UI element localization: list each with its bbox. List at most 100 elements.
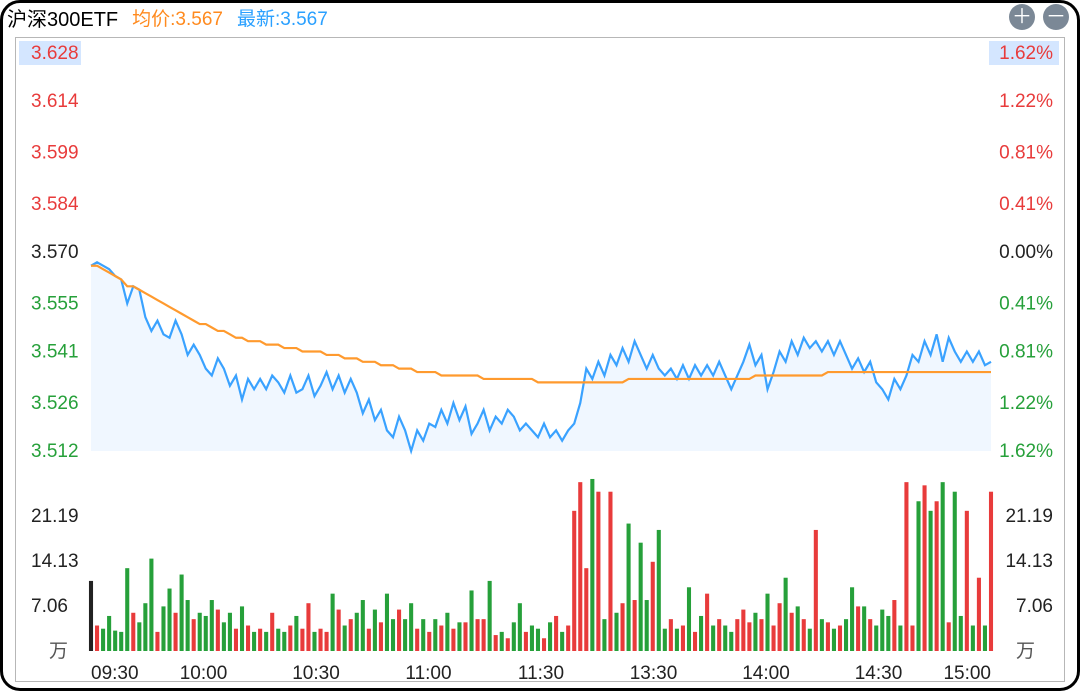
volume-bar bbox=[608, 492, 612, 651]
volume-unit-right: 万 bbox=[1016, 641, 1035, 662]
volume-bar bbox=[373, 610, 377, 651]
volume-bar bbox=[874, 626, 878, 651]
volume-bar bbox=[832, 629, 836, 651]
volume-bar bbox=[983, 626, 987, 651]
volume-bar bbox=[506, 638, 510, 651]
volume-bar bbox=[898, 626, 902, 651]
volume-bar bbox=[753, 613, 757, 651]
price-right-tick: 0.81% bbox=[999, 342, 1053, 363]
time-tick: 14:30 bbox=[855, 663, 903, 684]
volume-bar bbox=[844, 619, 848, 651]
volume-bar bbox=[530, 626, 534, 651]
volume-bar bbox=[554, 616, 558, 651]
avg-price-label: 均价:3.567 bbox=[132, 4, 223, 31]
volume-bar bbox=[95, 626, 99, 651]
time-tick: 13:30 bbox=[630, 663, 678, 684]
volume-bar bbox=[155, 632, 159, 651]
app-frame: 沪深300ETF 均价:3.567 最新:3.567 ＋ － 3.628 3.61… bbox=[0, 0, 1080, 691]
volume-bar bbox=[167, 589, 171, 651]
volume-bar bbox=[186, 600, 190, 651]
volume-bar bbox=[198, 613, 202, 651]
volume-bar bbox=[300, 629, 304, 651]
price-left-tick: 3.628 bbox=[31, 43, 79, 64]
volume-bar bbox=[959, 616, 963, 651]
volume-bar bbox=[433, 619, 437, 651]
volume-bar bbox=[89, 581, 93, 651]
volume-bar bbox=[735, 619, 739, 651]
volume-bar bbox=[361, 600, 365, 651]
latest-price-label: 最新:3.567 bbox=[237, 4, 328, 31]
zoom-out-button[interactable]: － bbox=[1043, 4, 1069, 30]
volume-bar bbox=[602, 619, 606, 651]
zoom-in-button[interactable]: ＋ bbox=[1009, 4, 1035, 30]
time-tick: 10:00 bbox=[180, 663, 228, 684]
volume-bar bbox=[337, 610, 341, 651]
time-tick: 10:30 bbox=[292, 663, 340, 684]
volume-bar bbox=[560, 632, 564, 651]
volume-bar bbox=[965, 511, 969, 651]
volume-bar bbox=[421, 619, 425, 651]
price-right-tick: 0.00% bbox=[999, 242, 1053, 263]
volume-bar bbox=[119, 632, 123, 651]
volume-bar bbox=[790, 613, 794, 651]
volume-left-tick: 14.13 bbox=[31, 551, 79, 572]
volume-bar bbox=[826, 622, 830, 651]
time-tick: 14:00 bbox=[742, 663, 790, 684]
volume-bar bbox=[427, 632, 431, 651]
price-right-tick: 1.62% bbox=[999, 441, 1053, 462]
time-tick: 11:00 bbox=[405, 663, 451, 684]
volume-bar bbox=[306, 603, 310, 651]
volume-bar bbox=[904, 482, 908, 651]
volume-bar bbox=[536, 629, 540, 651]
volume-bar bbox=[192, 619, 196, 651]
volume-bar bbox=[488, 581, 492, 651]
volume-bar bbox=[916, 501, 920, 651]
volume-bar bbox=[621, 603, 625, 651]
price-left-tick: 3.541 bbox=[31, 342, 79, 363]
price-right-tick: 0.41% bbox=[999, 194, 1053, 215]
volume-bar bbox=[850, 587, 854, 651]
volume-bar bbox=[409, 603, 413, 651]
volume-bar bbox=[808, 629, 812, 651]
price-left-tick: 3.512 bbox=[31, 441, 79, 462]
volume-bar bbox=[137, 622, 141, 651]
volume-bar bbox=[929, 511, 933, 651]
volume-bar bbox=[566, 626, 570, 651]
header: 沪深300ETF 均价:3.567 最新:3.567 ＋ － bbox=[3, 3, 1077, 31]
volume-bar bbox=[784, 578, 788, 651]
volume-bar bbox=[584, 568, 588, 651]
volume-bar bbox=[325, 632, 329, 651]
volume-bar bbox=[856, 606, 860, 651]
volume-bar bbox=[451, 629, 455, 651]
volume-bar bbox=[469, 590, 473, 651]
volume-bar bbox=[693, 632, 697, 651]
volume-bar bbox=[548, 622, 552, 651]
volume-right-tick: 14.13 bbox=[1005, 551, 1053, 572]
volume-bar bbox=[971, 626, 975, 651]
price-left-tick: 3.555 bbox=[31, 293, 79, 314]
volume-bar bbox=[880, 610, 884, 651]
price-left-tick: 3.614 bbox=[31, 91, 79, 112]
volume-bar bbox=[892, 600, 896, 651]
price-left-tick: 3.599 bbox=[31, 143, 79, 164]
volume-bar bbox=[379, 622, 383, 651]
volume-bar bbox=[385, 594, 389, 651]
volume-bar bbox=[886, 616, 890, 651]
volume-bar bbox=[415, 629, 419, 651]
time-tick: 11:30 bbox=[518, 663, 564, 684]
volume-bar bbox=[282, 632, 286, 651]
volume-left-tick: 21.19 bbox=[31, 506, 79, 527]
volume-bar bbox=[234, 629, 238, 651]
volume-bar bbox=[463, 622, 467, 651]
volume-unit-left: 万 bbox=[49, 641, 68, 662]
volume-left-tick: 7.06 bbox=[31, 596, 68, 617]
volume-bar bbox=[796, 606, 800, 651]
volume-bar bbox=[331, 594, 335, 651]
volume-bar bbox=[814, 530, 818, 651]
volume-bar bbox=[657, 530, 661, 651]
volume-bar bbox=[174, 613, 178, 651]
volume-bar bbox=[445, 613, 449, 651]
volume-bar bbox=[675, 629, 679, 651]
volume-bar bbox=[457, 622, 461, 651]
chart-area[interactable]: 3.6283.6143.5993.5843.5703.5553.5413.526… bbox=[3, 31, 1077, 688]
